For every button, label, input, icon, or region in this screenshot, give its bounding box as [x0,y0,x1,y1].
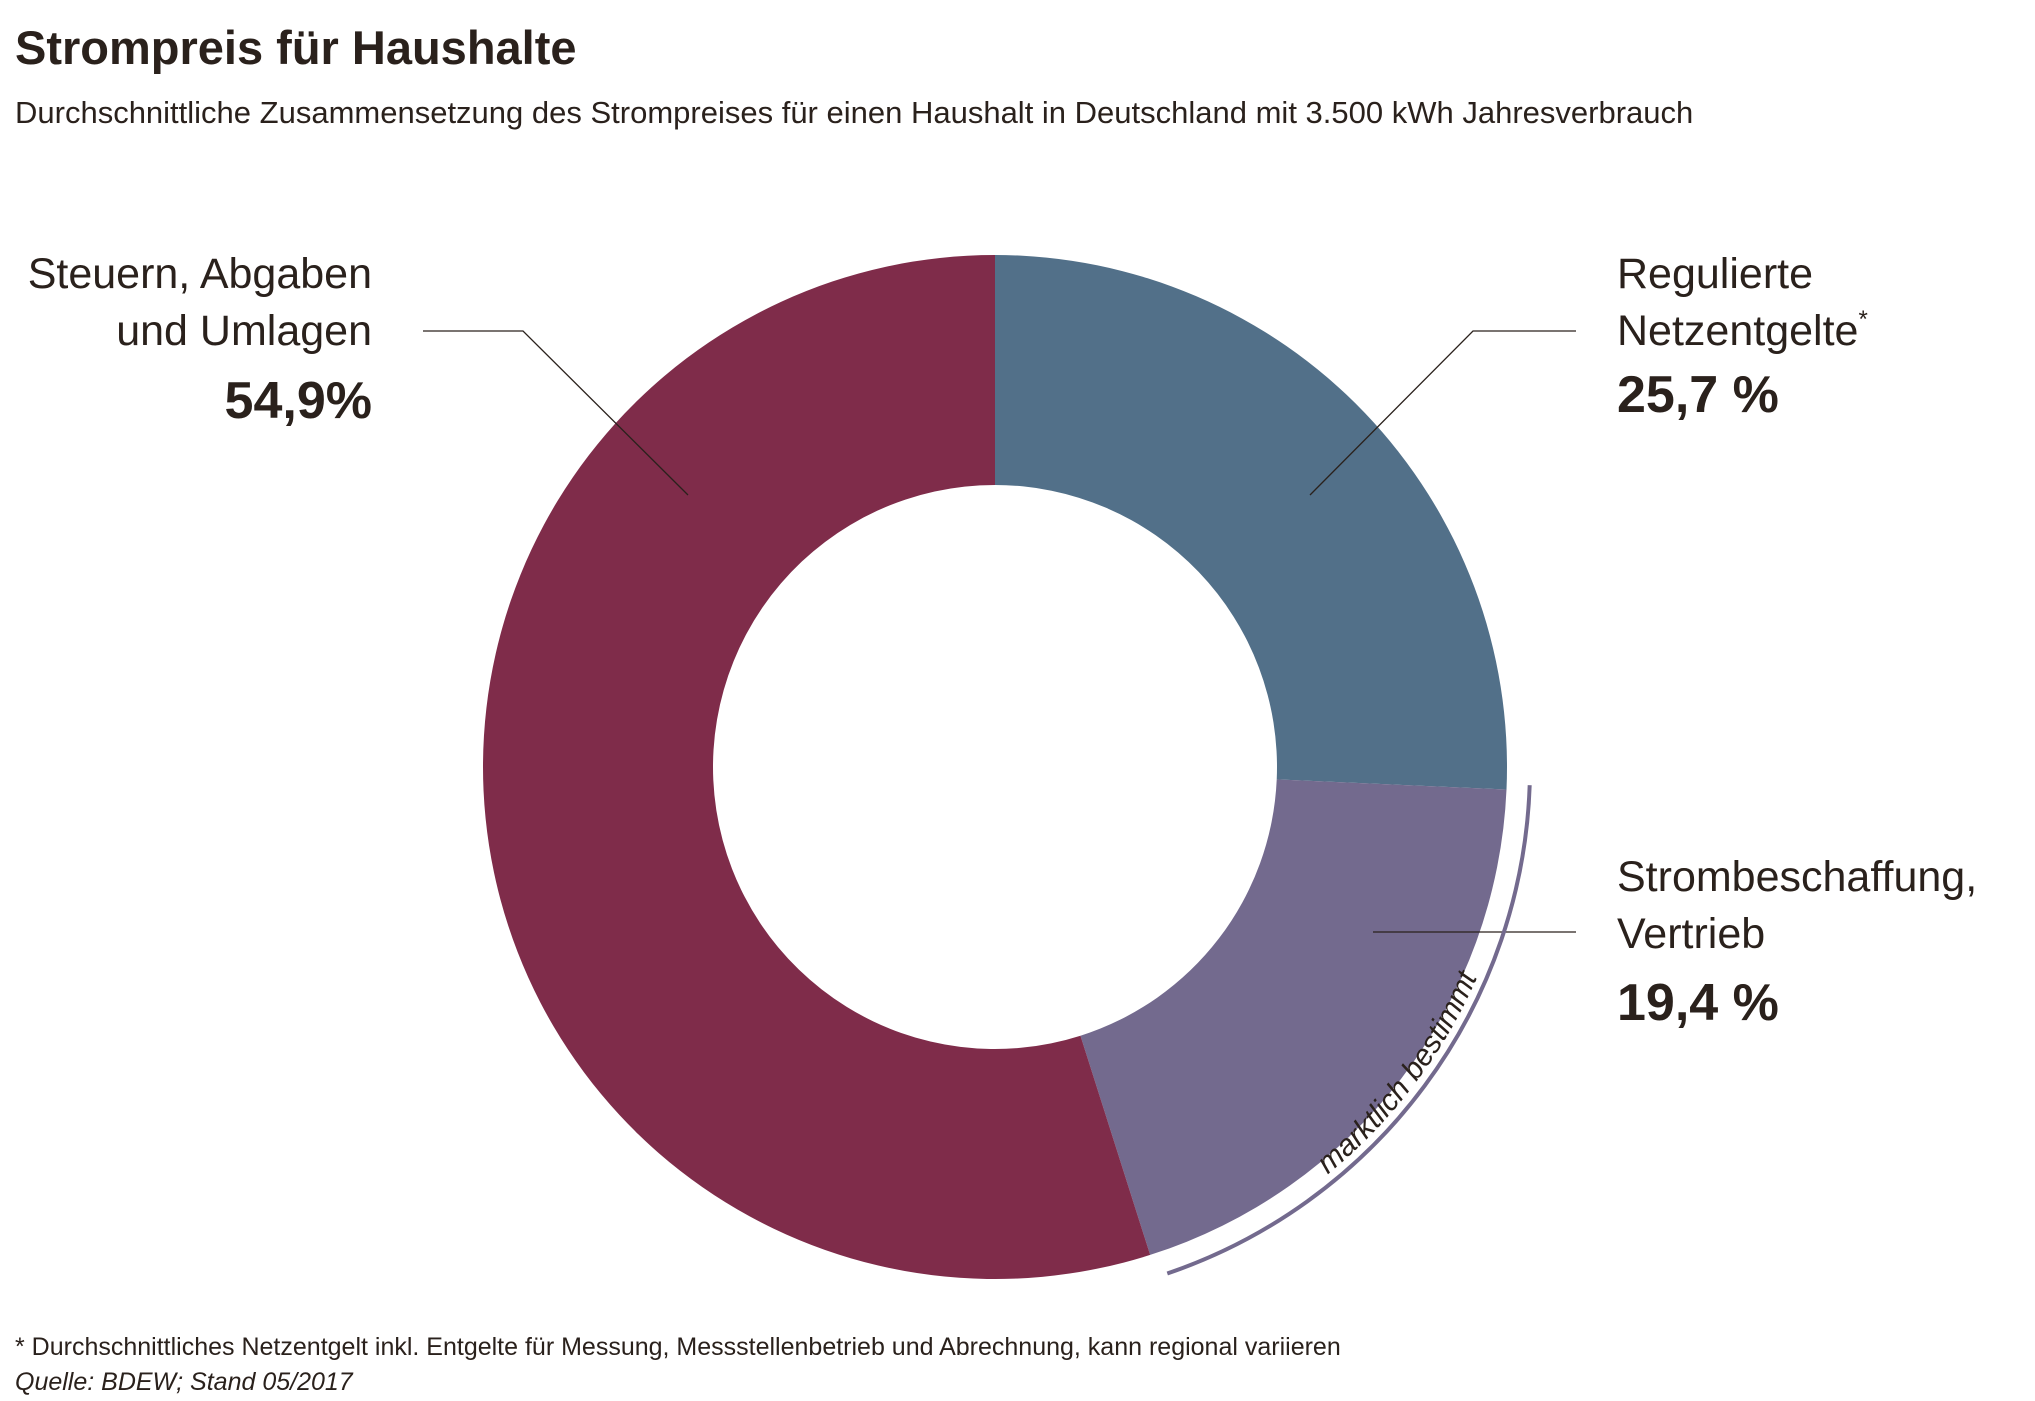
label-netzentgelte-line1: Regulierte [1617,250,1813,298]
value-netzentgelte: 25,7 % [1617,366,1779,424]
donut-slice-0 [995,255,1507,790]
source: Quelle: BDEW; Stand 05/2017 [15,1368,354,1396]
label-steuern-line2: und Umlagen [116,307,372,355]
label-netzentgelte-text: Netzentgelte [1617,307,1858,355]
label-steuern-line1: Steuern, Abgaben [28,250,372,298]
leader-line-netzentgelte [1309,330,1576,496]
chart-subtitle: Durchschnittliche Zusammensetzung des St… [15,95,1693,130]
footnote-mark: * [1858,306,1867,333]
donut-slice-2 [482,255,1151,1279]
footnote: * Durchschnittliches Netzentgelt inkl. E… [15,1333,1341,1361]
label-strombeschaffung-line1: Strombeschaffung, [1617,853,1977,901]
leader-line-steuern [423,330,689,496]
chart-title: Strompreis für Haushalte [15,21,577,74]
market-bracket-arc [1166,785,1532,1276]
value-strombeschaffung: 19,4 % [1617,974,1779,1032]
label-netzentgelte-line2: Netzentgelte* [1617,306,1868,355]
donut-slice-1 [1080,779,1507,1255]
value-steuern: 54,9% [225,372,372,430]
label-strombeschaffung-line2: Vertrieb [1617,910,1765,958]
